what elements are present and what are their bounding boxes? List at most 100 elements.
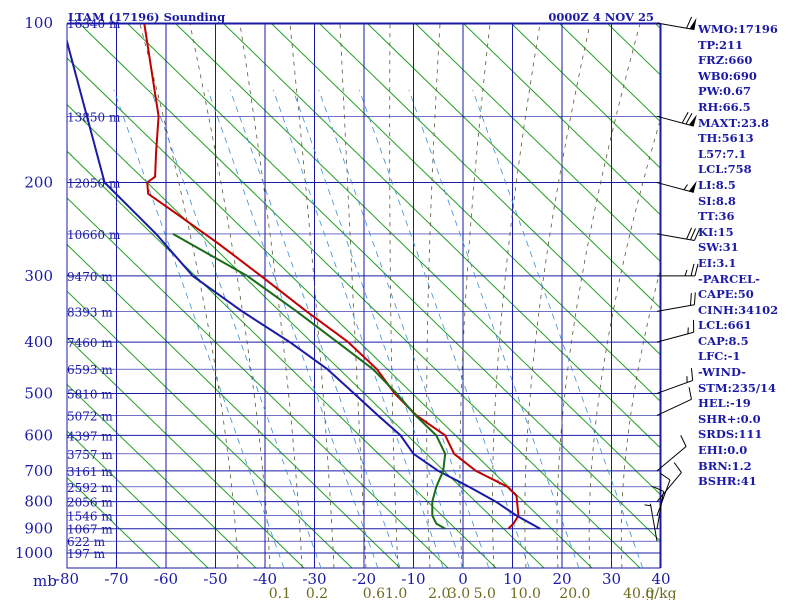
mixing-ratio-line (318, 89, 490, 568)
temperature-tick-label: 20 (552, 570, 571, 588)
temperature-tick-label: -50 (203, 570, 227, 588)
mixing-ratio-label: 1.0 (385, 586, 407, 600)
pressure-tick-label: 900 (24, 520, 53, 538)
stat-item: BRN:1.2 (698, 458, 752, 473)
stat-item: LI:8.5 (698, 177, 736, 192)
moist-adiabat (426, 24, 441, 568)
height-label: 197 m (67, 547, 106, 561)
mixing-ratio-line (472, 89, 644, 568)
stat-item: BSHR:41 (698, 474, 757, 489)
height-label: 8393 m (67, 305, 113, 319)
dry-adiabat (67, 57, 593, 568)
wind-barb (656, 368, 694, 394)
height-label: 5810 m (67, 387, 113, 401)
moist-adiabat (239, 24, 303, 568)
stat-item: L57:7.1 (698, 146, 747, 161)
dry-adiabat (67, 243, 401, 568)
stat-item: STM:235/14 (698, 380, 777, 395)
height-label: 5072 m (67, 409, 113, 423)
pressure-tick-label: 300 (24, 267, 53, 285)
stat-item: WB0:690 (698, 68, 757, 83)
moist-adiabat (389, 24, 399, 568)
mixing-ratio-label: 0.6 (363, 586, 385, 600)
dry-adiabat (223, 24, 660, 449)
pressure-tick-label: 1000 (15, 544, 53, 562)
moist-adiabat (459, 24, 491, 568)
stat-item: CINH:34102 (698, 302, 779, 317)
wind-barb (656, 319, 695, 343)
mixing-ratio-label: 3.0 (448, 586, 470, 600)
stat-item: WMO:17196 (698, 22, 778, 36)
stat-item: MAXT:23.8 (698, 115, 769, 130)
stat-item: SRDS:111 (698, 427, 763, 442)
wind-barb (656, 112, 697, 127)
wind-barb (657, 263, 699, 277)
pressure-tick-label: 600 (24, 426, 53, 444)
temperature-tick-label: -20 (352, 570, 376, 588)
mixing-ratio-line (358, 89, 530, 568)
moist-adiabat (339, 24, 367, 568)
dry-adiabat (511, 24, 660, 169)
wind-barb (656, 387, 692, 416)
stat-item: EI:3.1 (698, 255, 737, 270)
height-label: 9470 m (67, 270, 113, 284)
wind-barb (656, 472, 671, 516)
mixing-ratio-line (207, 89, 379, 568)
dry-adiabat (415, 24, 660, 262)
stat-item: LCL:661 (698, 318, 752, 333)
pressure-tick-label: 800 (24, 493, 53, 511)
stat-item: -PARCEL- (698, 271, 760, 286)
mixing-ratio-line (113, 89, 285, 568)
height-label: 1067 m (67, 523, 113, 537)
wind-barb (656, 180, 697, 193)
stats-panel: WMO:17196 TP:211 FRZ:660 WB0:690 PW:0.67 RH:6… (698, 22, 798, 490)
height-label: 4397 m (67, 429, 113, 443)
mixing-ratio-line (150, 89, 322, 568)
stat-item: TH:5613 (698, 131, 754, 146)
wind-barb (656, 227, 700, 241)
dry-adiabat (67, 197, 449, 568)
mixing-ratio-line (292, 89, 464, 568)
height-label: 1546 m (67, 510, 113, 524)
stat-item: PW:0.67 (698, 84, 752, 99)
stat-item: SI:8.8 (698, 193, 736, 208)
dry-adiabat (559, 24, 660, 122)
temperature-tick-label: 0 (458, 570, 468, 588)
moist-adiabat (189, 24, 271, 568)
wind-barb (644, 503, 658, 542)
dry-adiabat (67, 290, 353, 568)
dry-adiabat (367, 24, 660, 309)
dry-adiabats (67, 24, 660, 568)
stat-item: RH:66.5 (698, 99, 751, 114)
stat-item: HEL:-19 (698, 396, 751, 411)
stat-item: TT:36 (698, 209, 735, 224)
mixing-ratio-label: 5.0 (474, 586, 496, 600)
height-label: 7460 m (67, 336, 113, 350)
wind-barb (656, 435, 687, 472)
sounding-traces (67, 24, 541, 530)
pressure-tick-label: 100 (24, 14, 53, 32)
stat-item: SHR+:0.0 (698, 411, 761, 426)
height-label: 3161 m (67, 465, 113, 479)
stat-item: EHI:0.0 (698, 443, 748, 458)
dry-adiabat (271, 24, 660, 402)
moist-adiabats-and-mixing-lines (113, 24, 660, 568)
parcel-line (172, 233, 447, 530)
mixing-ratio-line (229, 89, 401, 568)
pressure-tick-label: 500 (24, 384, 53, 402)
dry-adiabat (127, 24, 660, 542)
mixing-ratio-label: 0.1 (269, 586, 291, 600)
mixing-ratio-label: g/kg (645, 586, 676, 600)
height-label: 10660 m (67, 228, 121, 242)
wind-barb (652, 485, 665, 529)
dry-adiabat (67, 430, 209, 568)
stat-item: TP:211 (698, 37, 744, 52)
temperature-tick-label: 10 (503, 570, 522, 588)
wind-barb (656, 292, 696, 312)
wind-barbs (644, 16, 700, 542)
pressure-tick-label: 200 (24, 174, 53, 192)
x-axis-label: mb (33, 572, 57, 590)
mixing-ratio-label: 40.0 (623, 586, 654, 600)
